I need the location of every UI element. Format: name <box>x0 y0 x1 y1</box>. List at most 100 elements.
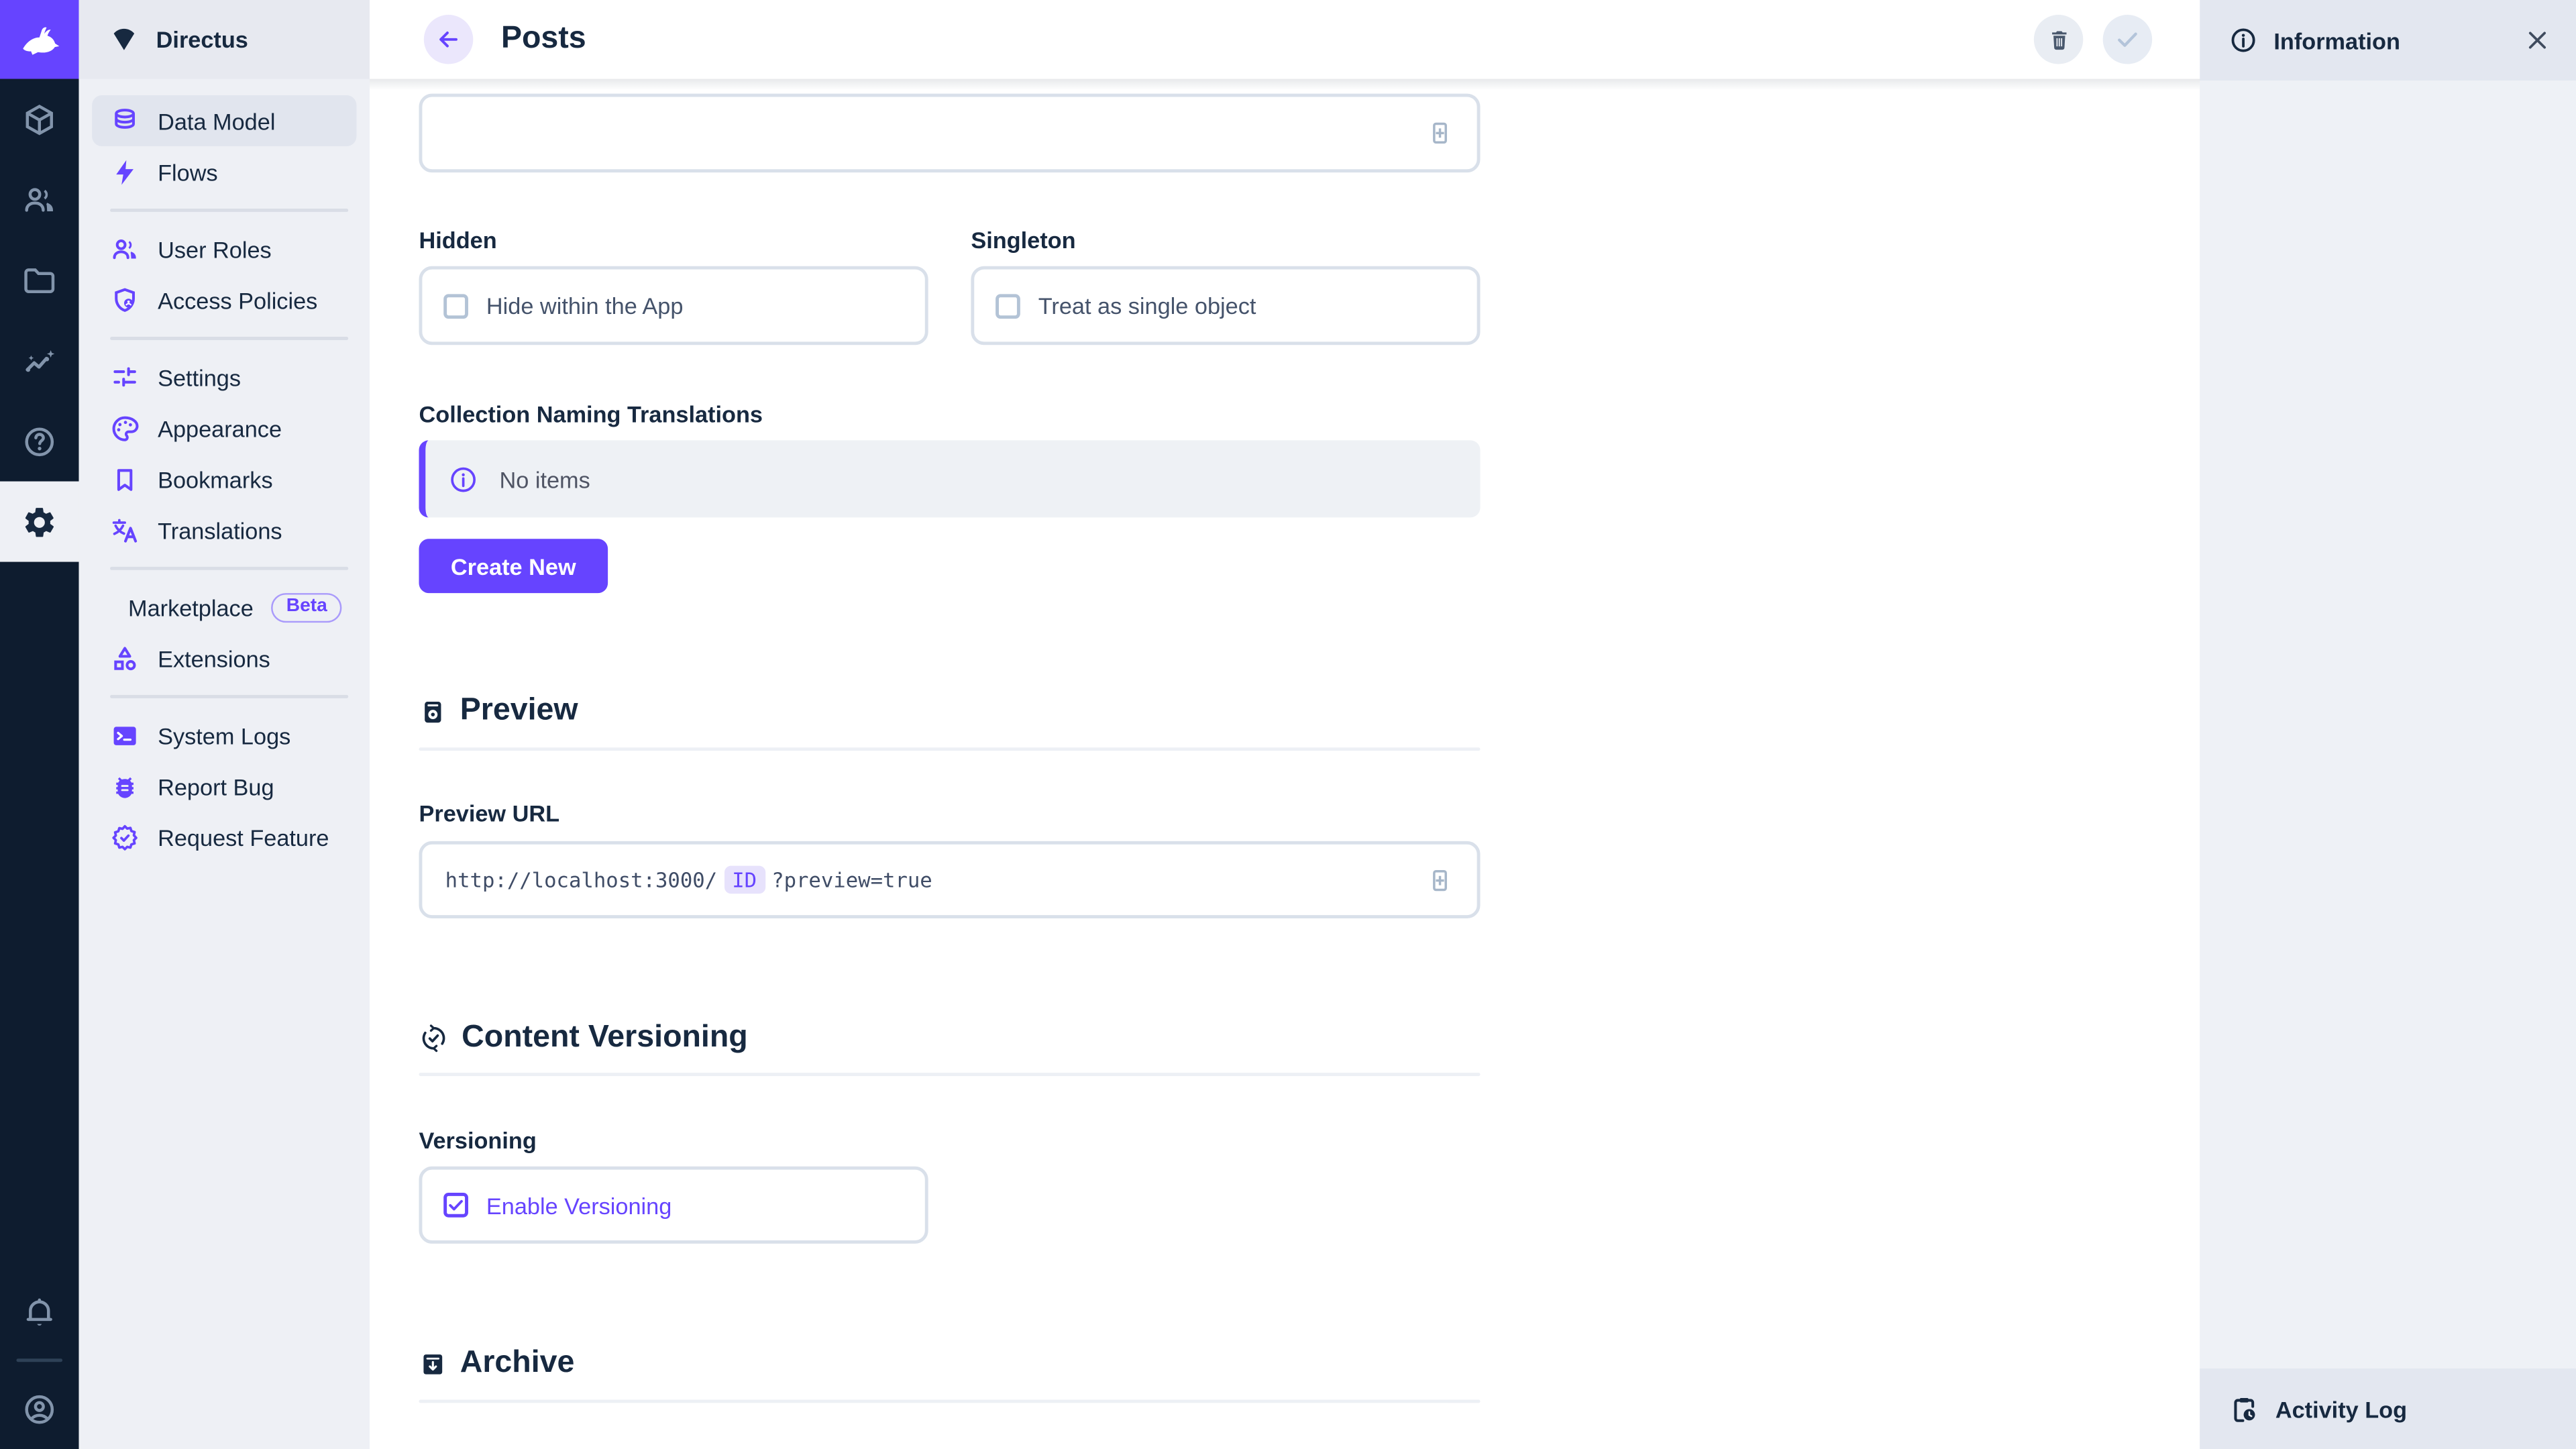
add-button[interactable] <box>1426 866 1454 894</box>
hidden-checkbox-field[interactable]: Hide within the App <box>419 266 928 345</box>
activity-log-label: Activity Log <box>2275 1395 2408 1422</box>
create-new-button[interactable]: Create New <box>419 539 608 594</box>
singleton-field-label: Singleton <box>971 226 1076 254</box>
nav-divider <box>110 694 349 698</box>
sidebar-item-bookmarks[interactable]: Bookmarks <box>92 453 356 504</box>
info-icon <box>2231 28 2255 52</box>
sidebar-item-label: Settings <box>158 364 241 390</box>
clipboard-clock-icon <box>2234 1397 2255 1421</box>
preview-url-input[interactable]: http://localhost:3000/ID ?preview=true <box>419 841 1481 918</box>
help-icon <box>25 427 54 455</box>
hidden-checkbox-row[interactable]: Hide within the App <box>422 270 924 342</box>
translations-field-label: Collection Naming Translations <box>419 400 763 427</box>
sidebar-item-system-logs[interactable]: System Logs <box>92 710 356 761</box>
versioning-checkbox-field[interactable]: Enable Versioning <box>419 1166 928 1244</box>
preview-icon <box>425 700 441 722</box>
sidebar-item-request-feature[interactable]: Request Feature <box>92 812 356 863</box>
module-bar-bottom <box>0 1272 79 1449</box>
sidebar-item-label: Bookmarks <box>158 466 273 492</box>
module-insights[interactable] <box>0 321 79 401</box>
module-content[interactable] <box>0 79 79 160</box>
sidebar-item-label: Translations <box>158 517 282 543</box>
singleton-checkbox-row[interactable]: Treat as single object <box>974 270 1477 342</box>
versioning-section-title: Content Versioning <box>462 1020 748 1055</box>
bookmark-icon <box>117 468 133 490</box>
module-settings[interactable] <box>0 481 79 562</box>
versioning-checkbox-label: Enable Versioning <box>486 1191 672 1218</box>
checkbox-unchecked-icon[interactable] <box>996 293 1020 318</box>
directus-logo[interactable] <box>0 0 79 79</box>
versioning-field-label: Versioning <box>419 1127 537 1154</box>
bug-icon <box>116 776 133 798</box>
nav-divider <box>110 209 349 212</box>
preview-section-title: Preview <box>460 693 578 728</box>
people-icon <box>113 238 136 258</box>
sidebar-item-label: Report Bug <box>158 773 274 800</box>
close-sidebar-button[interactable] <box>2525 28 2550 53</box>
page-title: Posts <box>500 21 586 56</box>
plus-square-icon <box>1433 122 1447 144</box>
project-fan-icon <box>113 28 135 50</box>
save-button[interactable] <box>2102 15 2153 64</box>
back-button[interactable] <box>423 15 474 64</box>
singleton-checkbox-field[interactable]: Treat as single object <box>971 266 1481 345</box>
terminal-icon <box>113 726 136 745</box>
activity-log-button[interactable]: Activity Log <box>2200 1368 2576 1449</box>
cube-icon <box>25 103 53 135</box>
section-divider <box>419 1399 1481 1403</box>
beta-badge: Beta <box>271 592 342 622</box>
sort-field-input[interactable] <box>419 93 1481 173</box>
bell-icon <box>26 1297 52 1325</box>
checkbox-unchecked-icon[interactable] <box>443 293 468 318</box>
module-users[interactable] <box>0 160 79 240</box>
sidebar-item-label: Flows <box>158 158 218 185</box>
versioning-checkbox-row[interactable]: Enable Versioning <box>422 1170 924 1240</box>
preview-section-heading: Preview <box>419 693 578 729</box>
sidebar-item-report-bug[interactable]: Report Bug <box>92 761 356 812</box>
preview-url-value: http://localhost:3000/ID ?preview=true <box>422 845 1477 915</box>
url-id-chip[interactable]: ID <box>723 865 765 894</box>
sidebar-item-label: System Logs <box>158 722 291 749</box>
rabbit-logo-icon <box>23 27 60 55</box>
trash-icon <box>2051 30 2066 49</box>
info-icon <box>451 466 476 492</box>
module-files[interactable] <box>0 240 79 321</box>
sidebar-item-settings[interactable]: Settings <box>92 352 356 402</box>
settings-form: Hidden Singleton Hide within the App Tre… <box>370 79 2200 1449</box>
extension-icon <box>114 646 136 669</box>
folder-icon <box>24 267 55 292</box>
gear-icon <box>25 506 54 537</box>
nav-divider <box>110 566 349 570</box>
sidebar-item-access-policies[interactable]: Access Policies <box>92 274 356 325</box>
info-sidebar-header: Information <box>2200 0 2576 81</box>
people-icon <box>25 187 53 211</box>
hidden-checkbox-label: Hide within the App <box>486 292 684 319</box>
sidebar-item-user-roles[interactable]: User Roles <box>92 223 356 274</box>
notifications-button[interactable] <box>0 1272 79 1352</box>
sidebar-item-data-model[interactable]: Data Model <box>92 95 357 146</box>
info-sidebar: Information Activity Log <box>2200 0 2576 1449</box>
delete-button[interactable] <box>2033 15 2084 64</box>
sidebar-item-label: Extensions <box>158 645 270 672</box>
add-button[interactable] <box>1426 119 1454 148</box>
sidebar-item-extensions[interactable]: Extensions <box>92 633 356 684</box>
plus-square-icon <box>1433 869 1447 891</box>
preview-url-label: Preview URL <box>419 800 560 826</box>
tune-icon <box>113 366 136 386</box>
module-help[interactable] <box>0 401 79 482</box>
module-bar <box>0 0 79 1449</box>
section-divider <box>419 1073 1481 1077</box>
checkbox-checked-icon[interactable] <box>443 1192 468 1218</box>
shield-user-icon <box>115 287 136 311</box>
no-items-text: No items <box>499 466 590 492</box>
sidebar-item-marketplace[interactable]: Marketplace Beta <box>92 582 356 633</box>
sidebar-item-translations[interactable]: Translations <box>92 504 356 555</box>
sidebar-item-appearance[interactable]: Appearance <box>92 402 356 453</box>
user-menu-button[interactable] <box>0 1368 79 1449</box>
translate-icon <box>112 518 138 542</box>
url-suffix: ?preview=true <box>771 867 932 892</box>
insights-icon <box>25 349 55 372</box>
sidebar-item-flows[interactable]: Flows <box>92 146 356 197</box>
section-divider <box>419 747 1481 751</box>
